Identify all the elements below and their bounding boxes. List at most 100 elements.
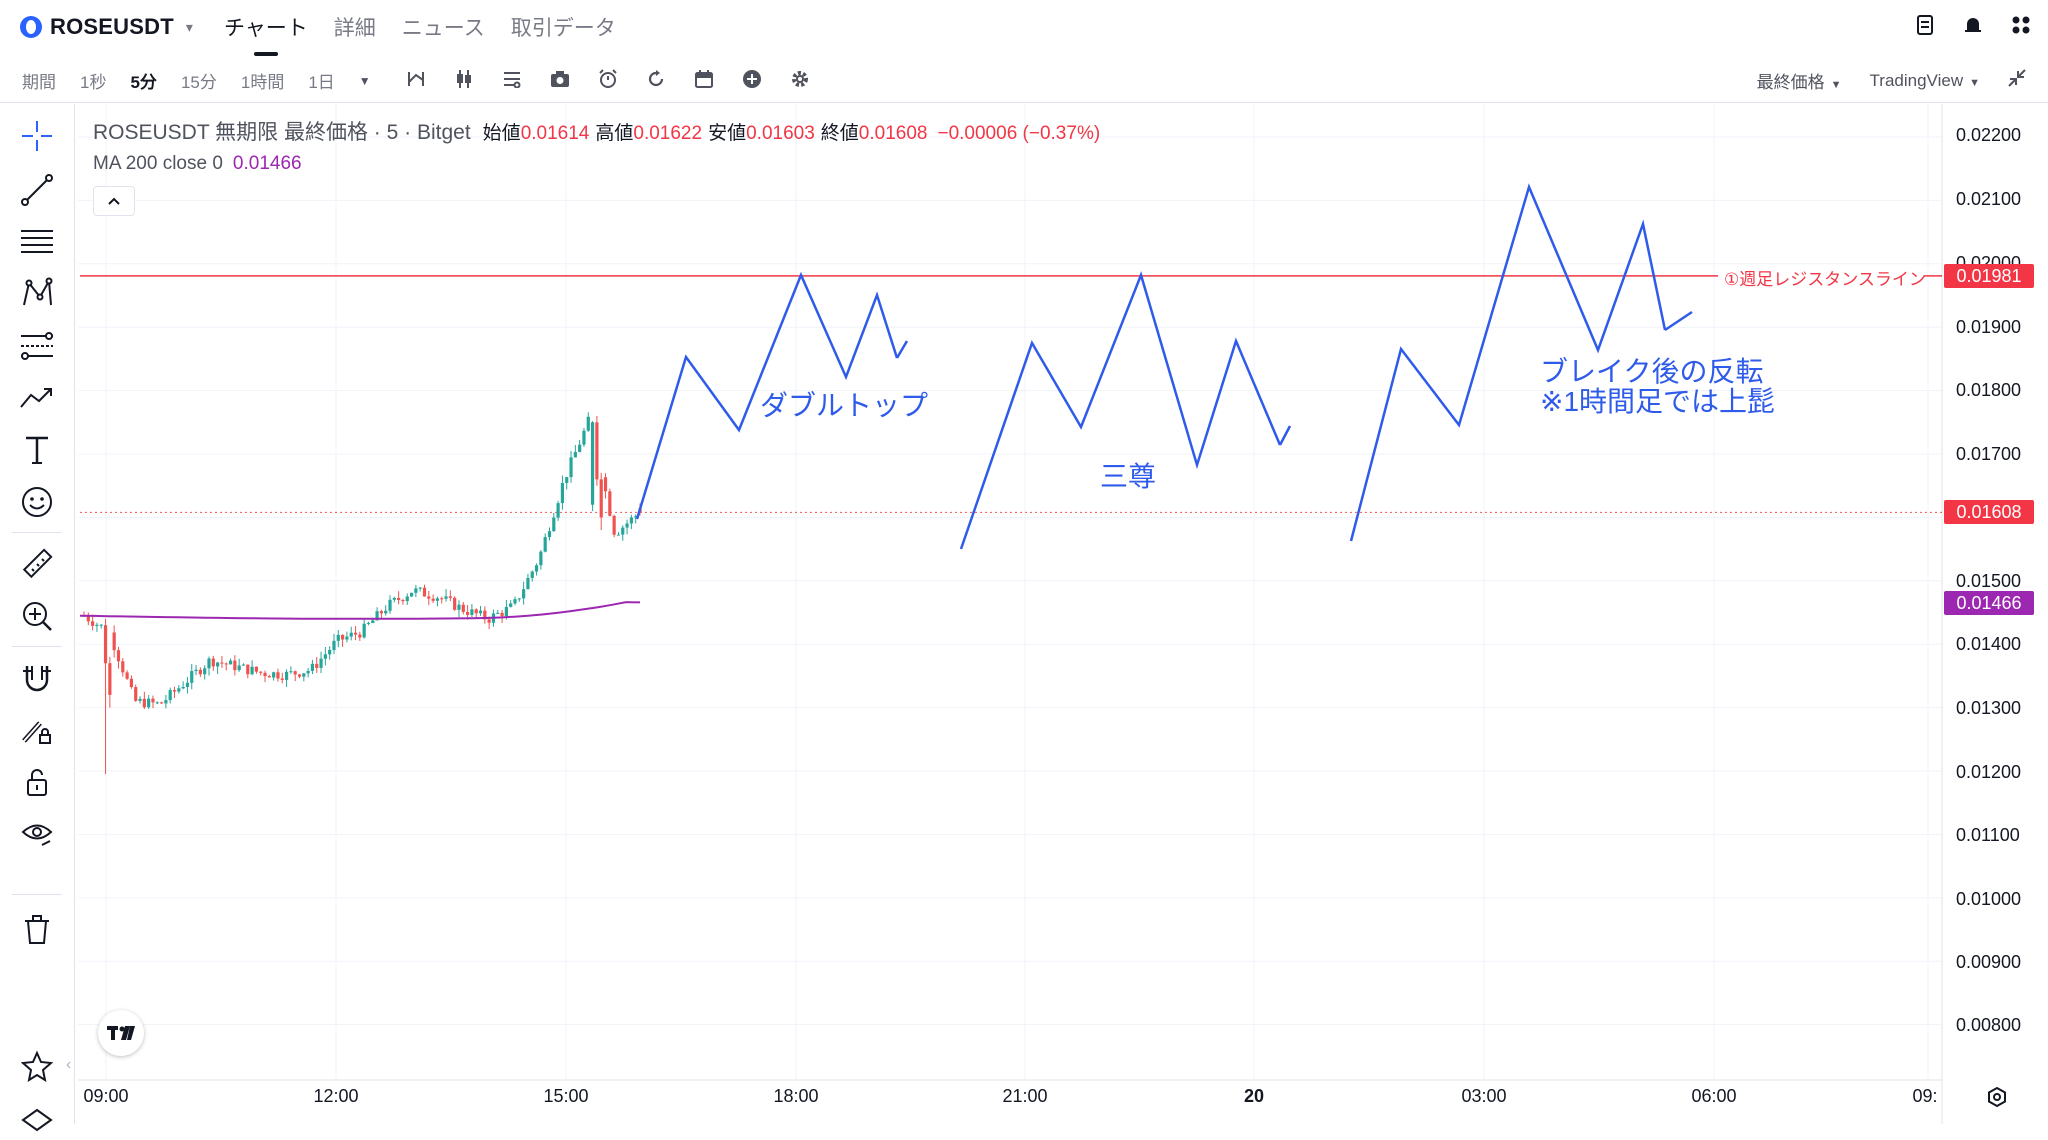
timeframe-group: 期間 1秒 5分 15分 1時間 1日 ▼ bbox=[22, 68, 371, 93]
price-type-dropdown[interactable]: 最終価格 ▼ bbox=[1757, 68, 1842, 93]
time-tick-day: 20 bbox=[1243, 1086, 1265, 1106]
candle-body bbox=[263, 672, 267, 677]
timeframe-15m[interactable]: 15分 bbox=[180, 73, 217, 92]
settings-gear-icon[interactable] bbox=[788, 66, 812, 92]
price-tick: 0.01800 bbox=[1956, 380, 2022, 400]
grid-icon[interactable] bbox=[2010, 14, 2032, 36]
timeframe-1s[interactable]: 1秒 bbox=[80, 73, 107, 92]
collapse-icon[interactable] bbox=[2008, 69, 2026, 92]
candle-body bbox=[603, 477, 608, 492]
price-tick: 0.01300 bbox=[1956, 698, 2022, 718]
candle-body bbox=[414, 588, 418, 593]
tab-news[interactable]: ニュース bbox=[401, 17, 485, 40]
tab-details[interactable]: 詳細 bbox=[333, 17, 376, 40]
trend-line-icon[interactable] bbox=[17, 170, 57, 210]
tab-chart[interactable]: チャート bbox=[224, 12, 308, 56]
camera-icon[interactable] bbox=[548, 66, 572, 92]
triple-top-note[interactable]: 三尊 bbox=[1100, 461, 1157, 492]
magnet-icon[interactable] bbox=[17, 658, 57, 698]
scroll-left-icon[interactable]: ‹ bbox=[66, 1056, 72, 1073]
period-label[interactable]: 期間 bbox=[22, 73, 56, 92]
trash-icon[interactable] bbox=[17, 910, 57, 950]
main-tabs: チャート 詳細 ニュース 取引データ bbox=[224, 12, 616, 56]
pattern-icon[interactable] bbox=[17, 274, 57, 314]
candle-body bbox=[246, 664, 250, 675]
candle-body bbox=[625, 523, 629, 528]
layers-icon[interactable] bbox=[17, 1100, 57, 1140]
axis-settings-icon[interactable] bbox=[1984, 1084, 2010, 1110]
eye-icon[interactable] bbox=[17, 814, 57, 854]
triple-top-zigzag bbox=[959, 271, 1282, 550]
candle-body bbox=[172, 690, 177, 692]
candle-body bbox=[341, 634, 345, 640]
bar-chart-type-icon[interactable] bbox=[404, 66, 428, 92]
symbol-selector[interactable]: ROSEUSDT ▾ bbox=[20, 12, 193, 42]
pencil-lock-icon[interactable] bbox=[17, 710, 57, 750]
candle-body bbox=[259, 671, 263, 673]
timeframe-1d[interactable]: 1日 bbox=[308, 73, 335, 92]
notes-icon[interactable] bbox=[1914, 14, 1936, 36]
candle-body bbox=[379, 611, 383, 614]
candle-body bbox=[392, 597, 396, 600]
triple-top-arrow bbox=[1278, 425, 1292, 446]
low-label: 安値 bbox=[708, 123, 747, 144]
candle-body bbox=[474, 609, 478, 614]
lock-icon[interactable] bbox=[17, 762, 57, 802]
candle-body bbox=[465, 611, 470, 615]
timeframe-5m[interactable]: 5分 bbox=[130, 73, 157, 92]
toolbar-right: 最終価格 ▼ TradingView ▼ bbox=[1757, 68, 2026, 93]
ma-legend[interactable]: MA 200 close 0 0.01466 bbox=[93, 153, 302, 175]
alert-icon[interactable] bbox=[1962, 14, 1984, 36]
timeframe-dropdown-icon[interactable]: ▼ bbox=[358, 73, 371, 88]
candle-body bbox=[552, 517, 556, 532]
star-icon[interactable] bbox=[17, 1046, 57, 1086]
candle-icon[interactable] bbox=[452, 66, 476, 92]
candle-body bbox=[573, 451, 577, 458]
replay-icon[interactable] bbox=[644, 66, 668, 92]
crosshair-icon[interactable] bbox=[17, 116, 57, 156]
collapse-legend-button[interactable] bbox=[93, 186, 135, 216]
price-tick: 0.01200 bbox=[1956, 762, 2022, 782]
add-icon[interactable] bbox=[740, 66, 764, 92]
candle-body bbox=[289, 671, 293, 673]
candle-body bbox=[95, 624, 99, 626]
low-value: 0.01603 bbox=[746, 123, 815, 144]
tradingview-logo[interactable] bbox=[98, 1010, 144, 1056]
candle-body bbox=[177, 688, 181, 692]
provider-dropdown[interactable]: TradingView ▼ bbox=[1870, 71, 1980, 91]
text-icon[interactable] bbox=[17, 430, 57, 470]
calendar-icon[interactable] bbox=[692, 66, 716, 92]
break-note-line2[interactable]: ※1時間足では上髭 bbox=[1540, 386, 1776, 417]
double-top-note[interactable]: ダブルトップ bbox=[760, 390, 929, 421]
horizontal-lines-icon[interactable] bbox=[17, 222, 57, 262]
symbol-name[interactable]: ROSEUSDT bbox=[50, 14, 174, 39]
candle-body bbox=[569, 457, 573, 478]
candle-body bbox=[565, 477, 569, 483]
candle-body bbox=[332, 640, 336, 650]
zoom-in-icon[interactable] bbox=[17, 596, 57, 636]
emoji-icon[interactable] bbox=[17, 482, 57, 522]
break-note-line1[interactable]: ブレイク後の反転 bbox=[1540, 356, 1764, 387]
candle-body bbox=[513, 599, 517, 604]
candle-body bbox=[448, 596, 452, 598]
candle-body bbox=[418, 587, 422, 589]
alarm-icon[interactable] bbox=[596, 66, 620, 92]
candle-body bbox=[267, 676, 271, 678]
resistance-line-label[interactable]: ①週足レジスタンスライン bbox=[1724, 270, 1926, 289]
chevron-down-icon[interactable]: ▾ bbox=[185, 18, 193, 35]
timeframe-1h[interactable]: 1時間 bbox=[240, 73, 285, 92]
fib-icon[interactable] bbox=[17, 326, 57, 366]
candle-body bbox=[453, 597, 457, 610]
forecast-icon[interactable] bbox=[17, 378, 57, 418]
sidebar-divider bbox=[12, 532, 62, 533]
ohlc-legend: ROSEUSDT 無期限 最終価格 · 5 · Bitget 始値 0.01614… bbox=[93, 116, 1100, 146]
drawing-toolbar bbox=[0, 104, 75, 1132]
candle-body bbox=[336, 634, 340, 641]
ruler-icon[interactable] bbox=[17, 544, 57, 584]
series-title[interactable]: ROSEUSDT 無期限 最終価格 · 5 · Bitget bbox=[93, 121, 471, 144]
indicators-icon[interactable] bbox=[500, 66, 524, 92]
candle-body bbox=[582, 430, 586, 445]
price-tick: 0.02100 bbox=[1956, 189, 2022, 209]
tab-trading-data[interactable]: 取引データ bbox=[510, 17, 616, 40]
